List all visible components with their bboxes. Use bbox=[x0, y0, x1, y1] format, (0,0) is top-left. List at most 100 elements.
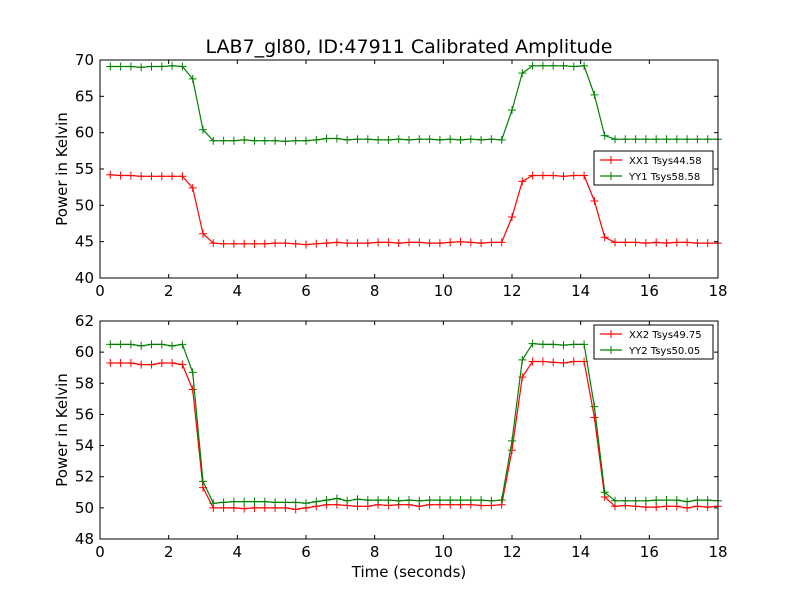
data-point bbox=[590, 402, 599, 411]
data-point bbox=[662, 239, 671, 248]
data-point bbox=[137, 63, 146, 72]
data-point bbox=[209, 239, 218, 248]
data-point bbox=[178, 340, 187, 349]
legend-label: YY2 Tsys50.05 bbox=[628, 346, 700, 357]
x-axis-label: Time (seconds) bbox=[351, 563, 467, 581]
data-point bbox=[703, 135, 712, 144]
data-point bbox=[147, 340, 156, 349]
legend-marker bbox=[607, 330, 615, 338]
data-point bbox=[394, 135, 403, 144]
data-point bbox=[425, 239, 434, 248]
data-point bbox=[672, 135, 681, 144]
data-point bbox=[683, 497, 692, 506]
data-point bbox=[168, 172, 177, 181]
legend: XX1 Tsys44.58 YY1 Tsys58.58 bbox=[593, 150, 714, 186]
legend-box bbox=[593, 150, 714, 186]
chart-title: LAB7_gl80, ID:47911 Calibrated Amplitude bbox=[206, 36, 613, 58]
data-point bbox=[188, 385, 197, 394]
x-tick-label: 2 bbox=[164, 282, 174, 300]
x-tick-label: 4 bbox=[233, 282, 243, 300]
x-tick-label: 14 bbox=[571, 543, 590, 561]
data-point bbox=[497, 238, 506, 247]
data-point bbox=[157, 172, 166, 181]
data-point bbox=[693, 239, 702, 248]
data-point bbox=[374, 135, 383, 144]
data-point bbox=[219, 239, 228, 248]
data-point bbox=[487, 238, 496, 247]
data-point bbox=[518, 177, 527, 186]
data-point bbox=[240, 135, 249, 144]
x-tick-label: 10 bbox=[434, 282, 453, 300]
data-point bbox=[549, 61, 558, 70]
x-tick-label: 6 bbox=[301, 543, 311, 561]
data-point bbox=[580, 340, 589, 349]
data-point bbox=[199, 125, 207, 134]
data-point bbox=[106, 170, 115, 179]
data-point bbox=[405, 238, 413, 247]
data-point bbox=[683, 238, 692, 247]
x-tick-label: 16 bbox=[640, 543, 659, 561]
data-point bbox=[446, 135, 455, 144]
data-point bbox=[415, 496, 424, 505]
data-point bbox=[178, 62, 187, 71]
data-point bbox=[302, 240, 310, 249]
data-point bbox=[446, 496, 455, 505]
y-tick-label: 45 bbox=[75, 233, 94, 251]
data-point bbox=[435, 239, 444, 248]
data-point bbox=[363, 135, 372, 144]
data-point bbox=[322, 496, 331, 505]
data-point bbox=[116, 62, 125, 71]
data-point bbox=[229, 497, 238, 506]
y-tick-label: 58 bbox=[75, 374, 94, 392]
data-point bbox=[240, 239, 249, 248]
data-point bbox=[569, 171, 578, 180]
y-tick-label: 50 bbox=[75, 196, 94, 214]
data-point bbox=[477, 135, 486, 144]
y-tick-label: 40 bbox=[75, 269, 94, 287]
data-point bbox=[229, 239, 238, 248]
data-point bbox=[199, 477, 207, 486]
data-point bbox=[477, 239, 486, 248]
data-point bbox=[600, 488, 609, 497]
data-point bbox=[250, 136, 259, 145]
data-point bbox=[178, 172, 187, 181]
data-point bbox=[538, 171, 547, 180]
data-point bbox=[343, 239, 352, 248]
data-point bbox=[580, 61, 589, 70]
data-point bbox=[580, 171, 589, 180]
data-point bbox=[271, 498, 280, 507]
data-point bbox=[384, 496, 393, 505]
legend-label: XX1 Tsys44.58 bbox=[629, 156, 702, 167]
legend-marker bbox=[607, 346, 615, 354]
data-point bbox=[703, 239, 712, 248]
data-point bbox=[332, 494, 341, 503]
data-point bbox=[384, 135, 393, 144]
data-point bbox=[188, 74, 197, 83]
y-tick-label: 70 bbox=[75, 51, 94, 69]
data-point bbox=[332, 134, 341, 143]
data-point bbox=[683, 135, 692, 144]
data-point bbox=[528, 357, 537, 366]
data-point bbox=[405, 135, 413, 144]
data-point bbox=[157, 359, 166, 367]
x-tick-label: 8 bbox=[370, 282, 380, 300]
x-tick-label: 8 bbox=[370, 543, 380, 561]
data-point bbox=[621, 238, 630, 247]
data-point bbox=[271, 239, 280, 248]
data-point bbox=[466, 135, 475, 144]
data-point bbox=[188, 183, 197, 192]
data-point bbox=[497, 135, 506, 144]
data-point bbox=[147, 172, 156, 181]
data-point bbox=[116, 171, 125, 180]
data-point bbox=[229, 136, 238, 145]
data-point bbox=[415, 238, 424, 247]
data-point bbox=[353, 502, 362, 511]
data-point bbox=[662, 135, 671, 144]
data-point bbox=[168, 61, 177, 70]
data-point bbox=[178, 360, 187, 369]
data-point bbox=[621, 135, 630, 144]
x-tick-label: 4 bbox=[233, 543, 243, 561]
data-point bbox=[508, 106, 516, 115]
data-point bbox=[652, 503, 661, 512]
data-point bbox=[569, 340, 578, 349]
